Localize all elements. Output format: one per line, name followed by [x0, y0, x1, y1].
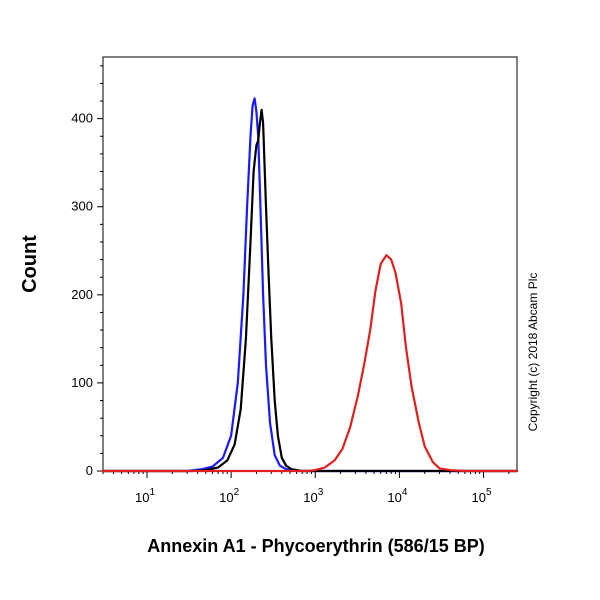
y-tick-label: 200: [71, 287, 93, 302]
y-axis-title: Count: [19, 235, 41, 293]
series-line-3: [101, 254, 519, 473]
y-tick-label: 400: [71, 111, 93, 126]
y-tick-label: 0: [86, 463, 93, 478]
y-tick-label: 100: [71, 375, 93, 390]
plot-frame: [102, 56, 518, 472]
series-layer: [101, 97, 519, 473]
x-axis-title: Annexin A1 - Phycoerythrin (586/15 BP): [147, 536, 484, 556]
x-tick-label: 101: [135, 487, 155, 505]
x-tick-label: 105: [472, 487, 492, 505]
copyright-notice: Copyright (c) 2018 Abcam Plc: [526, 273, 540, 432]
x-tick-label: 102: [219, 487, 239, 505]
y-tick-label: 300: [71, 199, 93, 214]
series-line-1: [101, 97, 519, 473]
x-axis: 101 102 103 104 105: [102, 471, 510, 505]
y-axis: 0 100 200 300 400: [71, 65, 103, 478]
series-line-2: [101, 108, 519, 473]
x-tick-label: 103: [303, 487, 323, 505]
x-tick-label: 104: [387, 487, 407, 505]
